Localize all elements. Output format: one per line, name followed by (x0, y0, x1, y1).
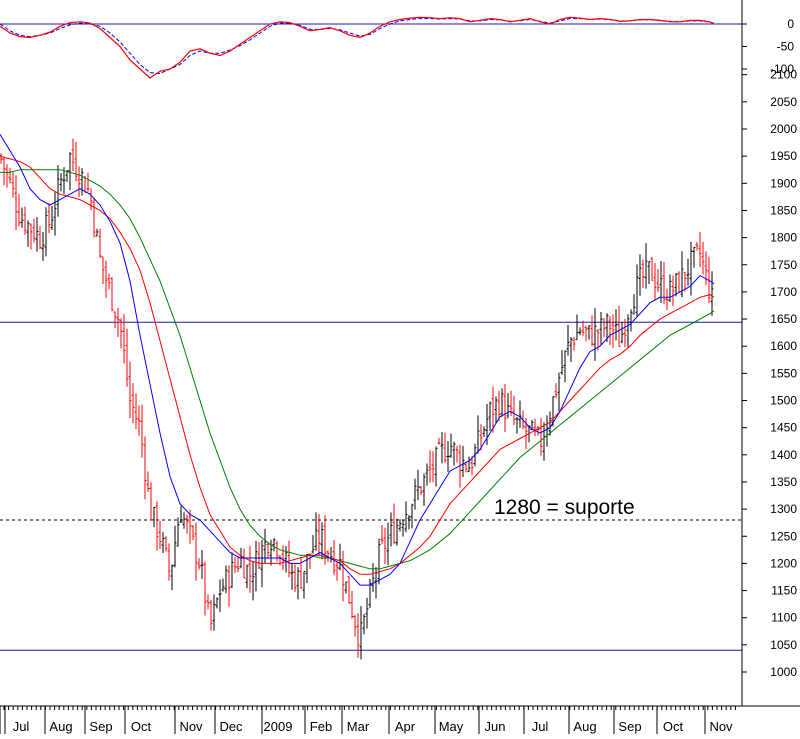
price-tick-label: 1150 (771, 584, 797, 598)
x-tick-label: Oct (663, 719, 684, 734)
moving-average-short (0, 134, 715, 586)
price-tick-label: 1500 (770, 394, 797, 408)
oscillator-tick-label: -50 (777, 40, 795, 54)
x-axis: Jul Aug Sep Oct Nov Dec 2009 Feb Mar Apr May Jun Jul… (3, 706, 736, 734)
price-tick-label: 1450 (770, 421, 797, 435)
x-tick-label: Sep (618, 719, 641, 734)
price-tick-label: 1550 (770, 366, 797, 380)
price-panel (0, 134, 742, 660)
x-tick-label: May (439, 719, 464, 734)
x-tick-label: Jul (13, 719, 30, 734)
x-tick-label: Feb (310, 719, 332, 734)
price-tick-label: 1250 (770, 529, 797, 543)
x-tick-label: Nov (179, 719, 203, 734)
price-tick-label: 1950 (770, 149, 797, 163)
price-tick-label: 1100 (771, 611, 797, 625)
x-tick-label: 2009 (264, 719, 293, 734)
x-tick-label: Dec (219, 719, 243, 734)
oscillator-tick-label: -100 (770, 62, 794, 76)
price-tick-label: 1900 (770, 176, 797, 190)
price-tick-label: 1050 (770, 638, 797, 652)
x-tick-label: Aug (49, 719, 72, 734)
price-tick-label: 1200 (770, 556, 797, 570)
x-tick-label: Apr (395, 719, 416, 734)
x-tick-label: Mar (347, 719, 370, 734)
price-tick-label: 1350 (770, 475, 797, 489)
price-tick-label: 2050 (770, 95, 797, 109)
oscillator-tick-label: 0 (787, 17, 794, 31)
price-tick-label: 1700 (770, 285, 797, 299)
price-tick-label: 1000 (770, 665, 797, 679)
price-tick-label: 1850 (770, 203, 797, 217)
price-tick-label: 2100 (770, 68, 797, 82)
x-tick-label: Aug (573, 719, 596, 734)
x-tick-label: Oct (131, 719, 152, 734)
x-tick-label: Nov (709, 719, 733, 734)
price-tick-label: 1650 (770, 312, 797, 326)
price-tick-label: 1400 (770, 448, 797, 462)
x-tick-label: Jun (485, 719, 506, 734)
support-annotation: 1280 = suporte (494, 496, 635, 519)
x-tick-label: Jul (532, 719, 549, 734)
price-tick-label: 1800 (770, 231, 797, 245)
price-tick-label: 1750 (770, 258, 797, 272)
candles-group (0, 138, 714, 660)
moving-average-mid (0, 155, 715, 575)
moving-average-long (0, 169, 715, 570)
price-tick-label: 2000 (770, 122, 797, 136)
oscillator-main-line (0, 16, 715, 79)
x-tick-label: Sep (89, 719, 112, 734)
oscillator-panel (0, 16, 742, 79)
price-tick-label: 1600 (770, 339, 797, 353)
price-tick-label: 1300 (770, 502, 797, 516)
